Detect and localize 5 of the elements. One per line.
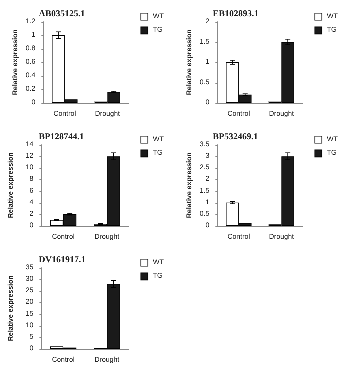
chart-title: AB035125.1 [39,8,86,18]
chart-title: BP532469.1 [213,132,259,142]
chart-title: BP128744.1 [39,132,85,142]
chart-title: EB102893.1 [213,8,260,18]
chart-title: DV161917.1 [39,254,86,264]
